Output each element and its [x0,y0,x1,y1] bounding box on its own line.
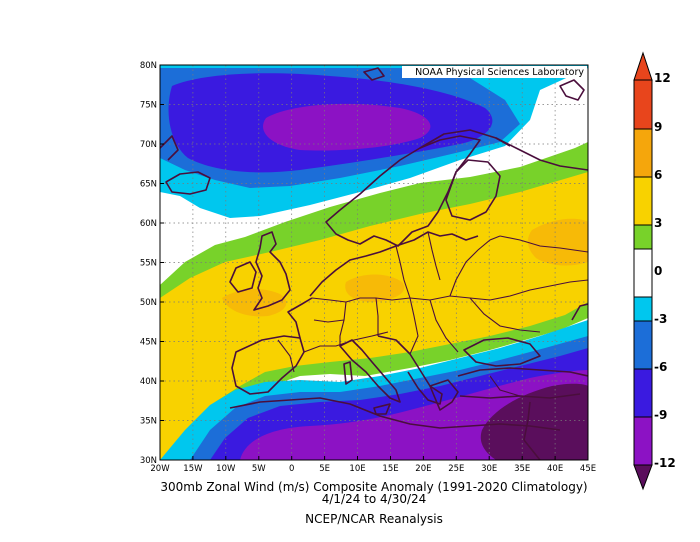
field-orange-patch-east [527,218,588,266]
colorbar-bin [633,320,653,370]
lat-label: 75N [140,101,157,111]
svalbard [363,67,385,81]
lat-label: 50N [140,298,157,308]
colorbar-bin [633,128,653,178]
finland-outline [445,159,501,221]
lon-label: 5E [319,464,330,474]
lat-axis: 80N 75N 70N 65N 60N 55N 50N 45N 40N 35N … [140,61,157,466]
colorbar-label: 12 [654,71,671,85]
red-sea [523,439,541,460]
lon-label: 30E [481,464,497,474]
ireland-outline [229,261,257,293]
lat-label: 45N [140,338,157,348]
france-coast [287,297,313,339]
graticule [160,65,588,460]
lat-label: 65N [140,180,157,190]
colorbar-bin [633,79,653,130]
colorbar-bin [633,416,653,466]
caption-line2: 4/1/24 to 4/30/24 [322,492,427,506]
lon-axis: 20W 15W 10W 5W 0 5E 10E 15E 20E 25E 30E … [150,464,596,474]
colorbar-label: -6 [654,360,667,374]
italy-outline [339,339,401,403]
credit-box [402,66,587,78]
lon-label: 20E [415,464,431,474]
colorbar-bin [633,248,653,298]
iberia-outline [231,335,305,395]
sicily [373,403,391,415]
lon-ticks [192,456,556,460]
lon-label: 10W [216,464,236,474]
north-africa-coast [229,397,561,431]
lat-label: 40N [140,377,157,387]
colorbar-label: 9 [654,120,662,134]
map-panel [160,65,588,460]
coastlines [160,67,588,460]
lon-label: 35E [514,464,530,474]
lat-label: 30N [140,456,157,466]
lon-label: 25E [448,464,464,474]
lat-ticks [160,104,164,421]
lat-label: 55N [140,259,157,269]
lat-label: 60N [140,219,157,229]
colorbar-label: -9 [654,408,667,422]
colorbar-top-arrow [633,51,653,81]
kola-coast [495,137,588,171]
lon-label: 40E [547,464,563,474]
colorbar-label: -12 [654,456,676,470]
sardinia-corsica [343,361,353,385]
lat-label: 70N [140,140,157,150]
greenland-east [160,135,179,161]
colorbar-bin [633,296,653,322]
lat-label: 35N [140,417,157,427]
field-yellow-band [160,172,588,460]
lon-label: 10E [349,464,365,474]
field-orange-patch-west [222,289,287,317]
colorbar-bin [633,176,653,226]
colorbar-label: 3 [654,216,662,230]
colorbar-bin [633,224,653,250]
caspian-outline [571,303,588,321]
iceland-outline [165,171,211,195]
colorbar-label: -3 [654,312,667,326]
lon-label: 15W [183,464,203,474]
field-violet-north [263,103,431,151]
greece-outline [429,379,459,411]
country-borders [277,231,588,397]
levant-coast [523,401,531,441]
colorbar-label: 0 [654,264,662,278]
great-britain-outline [253,231,291,311]
colorbar-bottom-arrow [633,464,653,491]
black-sea-outline [463,337,541,367]
lon-label: 45E [580,464,596,474]
colorbar: 12 9 6 3 0 -3 -6 -9 -12 [633,51,676,491]
colorbar-bin [633,368,653,418]
field-darkpurple-south [480,383,588,460]
colorbar-label: 6 [654,168,662,182]
balkans-outline [377,335,443,405]
field-orange-patch-central [345,274,405,302]
novaya-zemlya [559,79,585,101]
caption-line3: NCEP/NCAR Reanalysis [305,512,443,526]
lon-label: 20W [150,464,170,474]
lat-label: 80N [140,61,157,71]
lon-label: 5W [252,464,266,474]
credit-text: NOAA Physical Sciences Laboratory [415,67,584,78]
lon-label: 15E [382,464,398,474]
lon-label: 0 [289,464,294,474]
caption-line1: 300mb Zonal Wind (m/s) Composite Anomaly… [160,480,587,494]
